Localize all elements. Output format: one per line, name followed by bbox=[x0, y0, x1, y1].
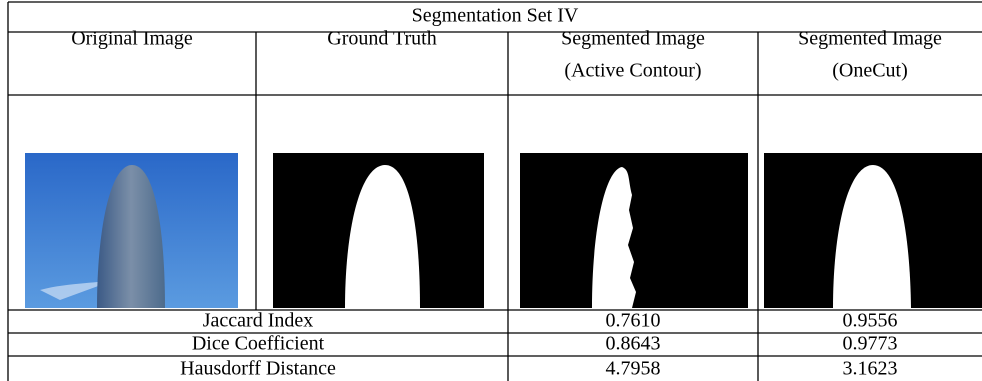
column-header: (Active Contour) bbox=[564, 60, 701, 82]
column-header: (OneCut) bbox=[832, 60, 908, 82]
table-figure: Segmentation Set IV Original Image Groun… bbox=[0, 0, 982, 381]
ground-truth-mask bbox=[273, 153, 484, 308]
table-title: Segmentation Set IV bbox=[412, 5, 579, 27]
metric-label: Jaccard Index bbox=[203, 310, 314, 332]
metric-value: 0.8643 bbox=[606, 333, 661, 355]
metric-label: Hausdorff Distance bbox=[180, 358, 336, 380]
column-header: Ground Truth bbox=[327, 28, 436, 50]
metric-label: Dice Coefficient bbox=[192, 333, 325, 355]
original-image bbox=[25, 153, 238, 308]
column-header: Original Image bbox=[71, 28, 193, 50]
onecut-mask bbox=[764, 153, 982, 308]
active-contour-mask bbox=[520, 153, 748, 308]
column-header: Segmented Image bbox=[561, 28, 705, 50]
column-header: Segmented Image bbox=[798, 28, 942, 50]
metric-value: 0.9556 bbox=[843, 310, 898, 332]
metric-value: 3.1623 bbox=[843, 358, 898, 380]
metric-value: 0.7610 bbox=[606, 310, 661, 332]
metric-value: 0.9773 bbox=[843, 333, 898, 355]
metric-value: 4.7958 bbox=[606, 358, 661, 380]
